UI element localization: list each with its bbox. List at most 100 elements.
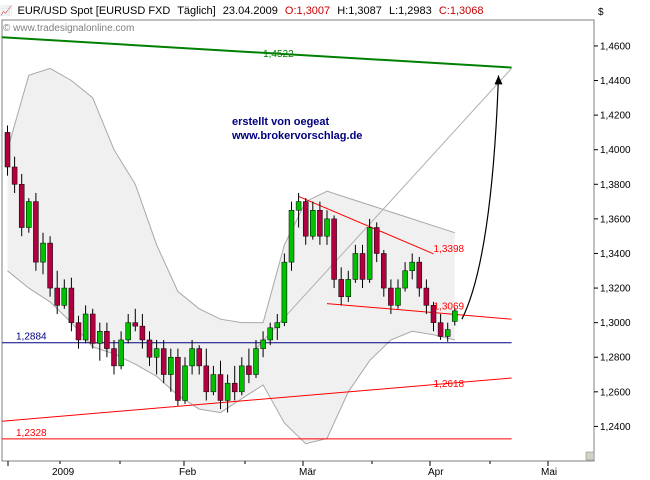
y-tick-label: 1,3800 [600,180,631,191]
candle [423,279,430,314]
y-tick-label: 1,3400 [600,249,631,260]
candle [352,244,359,283]
y-tick-label: 1,3000 [600,318,631,329]
candle-body [82,313,89,341]
candle [359,244,366,289]
candle-body [40,242,46,263]
candle [274,314,281,340]
candle-body [381,253,387,289]
support-1-2884-label: 1,2884 [16,332,47,343]
candle-body [317,209,323,237]
projection-arrow [461,75,503,320]
candle [402,262,408,292]
candle [366,218,373,283]
candle-body [409,261,415,272]
candle [452,307,458,326]
candle-body [359,253,366,280]
candle-body [239,365,245,393]
candle [18,173,25,237]
candle-body [11,166,18,185]
candle-body [47,242,53,289]
candle-body [18,184,25,228]
candle [33,192,39,271]
candle [146,331,153,366]
candle [253,339,259,378]
candle [281,253,288,327]
watermark: © www.tradesignalonline.com [3,23,134,34]
candle [54,270,60,314]
header-close: C:1,3068 [439,5,484,17]
scroll-corner[interactable] [585,451,595,461]
candle [388,279,394,314]
candle [338,267,344,306]
candle-body [423,287,430,306]
candle-body [75,322,82,341]
candle [4,125,11,176]
candle-body [160,348,167,375]
candle [89,308,96,349]
candle [288,201,295,271]
candle-body [111,348,117,367]
candle [40,232,46,275]
candle [203,348,210,401]
lower-channel-line [326,303,512,320]
plot-frame [1,19,595,462]
candle [409,253,415,280]
y-tick-label: 1,2400 [600,422,631,433]
header-open: O:1,3007 [285,5,330,17]
header-symbol: EUR/USD Spot [EURUSD FXD [18,5,171,17]
x-tick-label: Feb [179,467,197,478]
candle-body [224,382,231,401]
candle [68,277,75,332]
header-period: Täglich] [177,5,216,17]
candle-body [153,348,160,358]
candle [26,198,32,233]
chart-icon: 📈 [0,4,12,17]
lower-channel-label: 1,3069 [434,301,465,312]
candle [160,339,167,384]
chart-header: 📈 EUR/USD Spot [EURUSD FXD Täglich] 23.0… [0,4,484,17]
x-tick-label: Apr [428,467,444,478]
candle [416,256,423,297]
candle-body [352,253,359,280]
candle [11,156,18,193]
y-tick-label: 1,2600 [600,387,631,398]
candle-body [125,322,131,341]
y-tick-label: 1,4400 [600,76,631,87]
candle [61,279,68,309]
grey-rising-line-line [255,68,512,349]
candle-body [139,325,146,341]
candle-body [402,270,408,289]
candle-body [267,327,273,341]
candle [295,192,302,228]
long-green-trend-label: 1,4522 [263,49,294,60]
candle-body [260,339,266,349]
candle-body [4,132,11,168]
trend-lines [1,36,512,440]
support-trend-label: 1,2618 [434,379,465,390]
candle [189,339,195,375]
header-date: 23.04.2009 [223,5,278,17]
candle-body [452,310,458,322]
candle-body [104,331,110,349]
candle-body [331,218,337,280]
credit-author: erstellt von oegeat [232,116,330,128]
candle [97,322,103,361]
candle [125,314,131,344]
header-low: L:1,2983 [389,5,432,17]
arrow-shaft [461,75,500,320]
candlesticks [4,125,458,413]
candle-body [338,279,344,297]
candle-body [175,356,181,401]
candle-body [281,261,288,323]
candle-body [168,356,174,375]
candle-body [89,313,96,344]
candle-body [437,322,444,337]
y-axis: 1,4600 1,4400 1,4200 1,4000 1,3800 1,3600 1,34… [594,41,631,433]
candle [267,322,273,346]
candle [317,201,323,245]
candle-body [132,322,139,327]
candle [168,348,174,392]
candle [118,331,124,370]
y-tick-label: 1,4600 [600,41,631,52]
